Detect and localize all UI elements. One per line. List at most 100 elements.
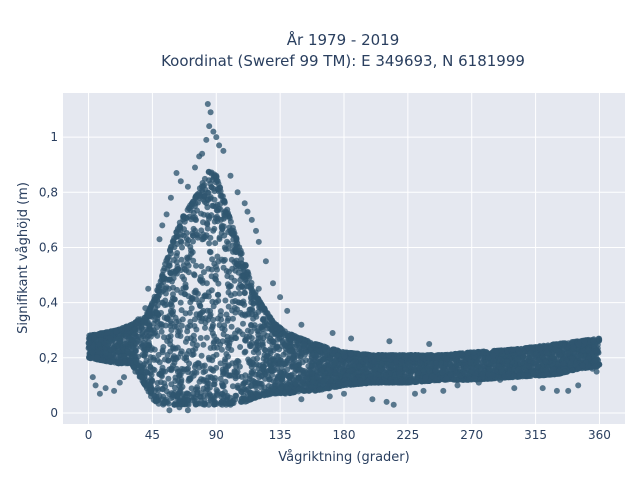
data-point: [200, 342, 206, 348]
data-point: [490, 358, 496, 364]
data-point: [469, 368, 475, 374]
data-point: [262, 347, 268, 353]
data-point: [179, 274, 185, 280]
data-point: [224, 239, 230, 245]
chart-title-line-1: År 1979 - 2019: [287, 30, 400, 49]
data-point: [230, 299, 236, 305]
data-point: [347, 361, 353, 367]
data-point: [222, 257, 228, 263]
data-point: [259, 303, 265, 309]
data-point: [225, 401, 231, 407]
data-point: [197, 379, 203, 385]
data-point: [278, 385, 284, 391]
data-point: [113, 329, 119, 335]
data-point: [516, 366, 522, 372]
data-point: [179, 307, 185, 313]
data-point: [528, 350, 534, 356]
data-point: [144, 328, 150, 334]
data-point: [296, 387, 302, 393]
data-point: [165, 277, 171, 283]
data-point: [303, 349, 309, 355]
data-point: [191, 337, 197, 343]
data-point: [169, 243, 175, 249]
data-point: [166, 401, 172, 407]
data-point: [208, 312, 214, 318]
data-point: [208, 366, 214, 372]
data-point: [190, 230, 196, 236]
data-point: [254, 347, 260, 353]
data-point: [180, 316, 186, 322]
data-point: [190, 295, 196, 301]
data-point: [156, 352, 162, 358]
data-point: [208, 249, 214, 255]
data-point: [279, 378, 285, 384]
data-point: [270, 356, 276, 362]
data-point: [186, 378, 192, 384]
data-point: [249, 340, 255, 346]
data-point: [303, 357, 309, 363]
data-point: [210, 330, 216, 336]
data-point: [393, 379, 399, 385]
data-point: [269, 332, 275, 338]
data-point: [167, 323, 173, 329]
data-point: [199, 297, 205, 303]
data-point: [282, 343, 288, 349]
data-point: [209, 256, 215, 262]
data-point: [530, 369, 536, 375]
data-point: [255, 335, 261, 341]
data-point: [228, 283, 234, 289]
data-point: [233, 375, 239, 381]
data-point: [155, 380, 161, 386]
data-point: [198, 263, 204, 269]
data-point: [205, 212, 211, 218]
data-point: [490, 353, 496, 359]
data-point: [211, 226, 217, 232]
data-point: [96, 331, 102, 337]
data-point: [358, 381, 364, 387]
data-point: [214, 352, 220, 358]
data-point: [240, 321, 246, 327]
data-point: [246, 334, 252, 340]
data-point: [190, 239, 196, 245]
data-point: [248, 396, 254, 402]
data-point: [215, 298, 221, 304]
data-point: [208, 345, 214, 351]
data-point: [497, 356, 503, 362]
data-point: [242, 378, 248, 384]
data-point: [478, 365, 484, 371]
data-point: [378, 379, 384, 385]
data-point: [479, 372, 485, 378]
data-point: [253, 314, 259, 320]
data-point: [209, 184, 215, 190]
data-point: [181, 213, 187, 219]
data-point: [189, 385, 195, 391]
data-point: [238, 399, 244, 405]
data-point: [565, 350, 571, 356]
data-point: [412, 352, 418, 358]
data-point: [444, 356, 450, 362]
data-point: [222, 298, 228, 304]
data-point: [194, 311, 200, 317]
data-point: [148, 382, 154, 388]
data-point: [135, 337, 141, 343]
data-point: [169, 390, 175, 396]
data-point: [217, 236, 223, 242]
data-point: [193, 263, 199, 269]
data-point: [557, 369, 563, 375]
data-point: [235, 299, 241, 305]
data-point: [191, 351, 197, 357]
data-point: [260, 340, 266, 346]
data-point: [175, 354, 181, 360]
chart-title-line-2: Koordinat (Sweref 99 TM): E 349693, N 61…: [161, 52, 525, 70]
data-point: [212, 276, 218, 282]
data-point: [301, 370, 307, 376]
data-point: [157, 321, 163, 327]
data-point: [365, 379, 371, 385]
data-point: [267, 348, 273, 354]
data-point: [192, 346, 198, 352]
data-point: [206, 294, 212, 300]
data-point: [277, 369, 283, 375]
data-point: [171, 360, 177, 366]
data-point: [184, 351, 190, 357]
